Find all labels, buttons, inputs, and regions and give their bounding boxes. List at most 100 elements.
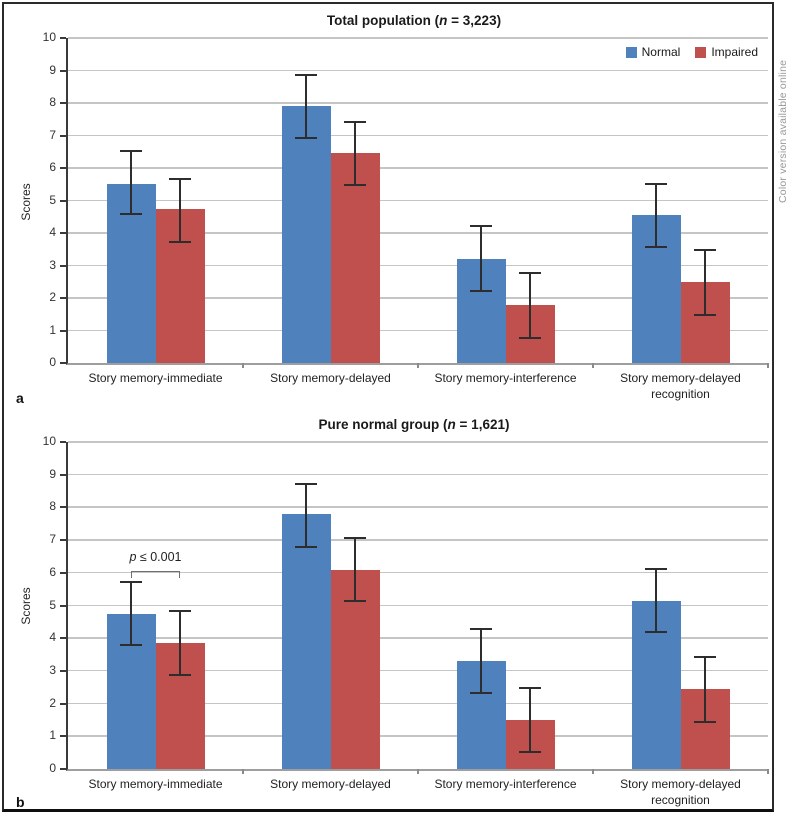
error-bar-line xyxy=(130,580,132,647)
panel-letter-a: a xyxy=(16,390,24,406)
y-tick-label: 7 xyxy=(49,127,56,142)
error-bar xyxy=(519,272,541,339)
y-tick-label: 6 xyxy=(49,160,56,174)
plot-area-a: 0 1 2 3 4 5 6 7 8 9 10 Story memory-immediate Story … xyxy=(43,30,769,401)
y-tick xyxy=(60,669,66,672)
gridline xyxy=(68,102,768,104)
x-tick xyxy=(242,769,244,774)
error-bar-cap-top xyxy=(645,182,667,185)
error-bar-cap-bottom xyxy=(120,213,142,216)
error-bar-cap-top xyxy=(694,249,716,252)
error-bar-line xyxy=(480,628,482,694)
gridline xyxy=(68,134,768,136)
error-bar-line xyxy=(354,536,356,603)
y-tick-label: 3 xyxy=(49,662,56,677)
error-bar-cap-top xyxy=(344,536,366,539)
error-bar-cap-top xyxy=(120,150,142,153)
y-tick xyxy=(60,637,66,640)
gridline xyxy=(68,735,768,737)
gridline xyxy=(68,669,768,672)
x-category-label: Story memory-delayed xyxy=(270,777,391,791)
x-tick xyxy=(417,363,419,368)
gridline xyxy=(68,69,768,71)
y-tick xyxy=(60,473,66,476)
y-tick xyxy=(60,37,66,39)
error-bar xyxy=(694,249,716,316)
error-bar-cap-top xyxy=(470,628,492,631)
error-bar-line xyxy=(529,687,531,753)
legend-swatch xyxy=(625,46,637,58)
gridline xyxy=(68,539,768,541)
error-bar-cap-top xyxy=(519,687,541,690)
error-bar-cap-top xyxy=(295,73,317,76)
y-tick-label: 5 xyxy=(49,597,56,612)
error-bar-cap-top xyxy=(169,177,191,180)
error-bar-cap-top xyxy=(519,272,541,274)
error-bar-line xyxy=(704,249,706,316)
title-n-symbol: n xyxy=(439,13,448,28)
legend-swatch xyxy=(695,46,707,58)
gridline xyxy=(68,441,768,443)
error-bar-cap-top xyxy=(120,580,142,583)
gridline xyxy=(68,506,768,508)
title-text: Pure normal group ( xyxy=(318,417,448,432)
gridline xyxy=(68,329,768,331)
y-tick-label: 9 xyxy=(49,466,56,481)
y-tick-label: 0 xyxy=(49,355,56,369)
gridline xyxy=(68,702,768,705)
x-tick xyxy=(417,769,419,774)
x-category-label: Story memory-delayed xyxy=(270,371,391,385)
y-tick xyxy=(60,735,66,738)
error-bar-cap-bottom xyxy=(645,245,667,248)
y-tick-label: 1 xyxy=(49,322,56,337)
error-bar-cap-bottom xyxy=(470,289,492,292)
y-tick xyxy=(60,297,66,299)
panel-a-title: Total population (n = 3,223) xyxy=(62,13,766,28)
error-bar xyxy=(120,580,142,647)
error-bar xyxy=(694,656,716,724)
x-category-label: Story memory-delayed recognition xyxy=(620,371,741,401)
error-bar-line xyxy=(480,224,482,292)
gridline xyxy=(68,637,768,639)
gridline xyxy=(68,232,768,234)
error-bar-cap-bottom xyxy=(470,691,492,694)
error-bar xyxy=(295,73,317,139)
error-bar xyxy=(169,177,191,243)
error-bar xyxy=(344,536,366,603)
error-bar-line xyxy=(354,120,356,186)
y-tick-label: 7 xyxy=(49,532,56,547)
error-bar-line xyxy=(529,272,531,339)
x-category-label: Story memory-immediate xyxy=(88,777,223,791)
error-bar-cap-top xyxy=(344,120,366,123)
gridline xyxy=(68,167,768,169)
y-tick-label: 1 xyxy=(49,728,56,743)
significance-label: p ≤ 0.001 xyxy=(111,550,201,564)
error-bar-cap-bottom xyxy=(519,336,541,339)
error-bar-cap-bottom xyxy=(694,313,716,316)
error-bar xyxy=(470,224,492,292)
y-tick xyxy=(60,768,66,770)
panel-b-title: Pure normal group (n = 1,621) xyxy=(62,417,766,432)
y-tick-label: 10 xyxy=(42,434,56,448)
bar-normal-story-memory-delayed xyxy=(281,106,331,363)
error-bar-line xyxy=(130,150,132,216)
error-bar-line xyxy=(704,656,706,724)
y-tick xyxy=(60,329,66,332)
y-tick-label: 3 xyxy=(49,257,56,272)
error-bar-line xyxy=(305,482,307,549)
y-tick-label: 0 xyxy=(49,761,56,775)
x-tick xyxy=(767,363,769,368)
error-bar-line xyxy=(179,177,181,243)
y-tick xyxy=(60,167,66,169)
plot-area-b: 0 1 2 3 4 5 6 7 8 9 10 Story memory-immediate Story … xyxy=(43,434,769,807)
y-tick xyxy=(60,264,66,267)
x-category-label: Story memory-delayed recognition xyxy=(620,777,741,807)
legend-label: Normal xyxy=(641,45,681,59)
error-bar-line xyxy=(655,567,657,634)
y-tick xyxy=(60,604,66,607)
y-tick-label: 2 xyxy=(49,695,56,710)
y-tick xyxy=(60,102,66,104)
y-tick xyxy=(60,506,66,509)
legend-item-impaired: Impaired xyxy=(695,45,758,59)
